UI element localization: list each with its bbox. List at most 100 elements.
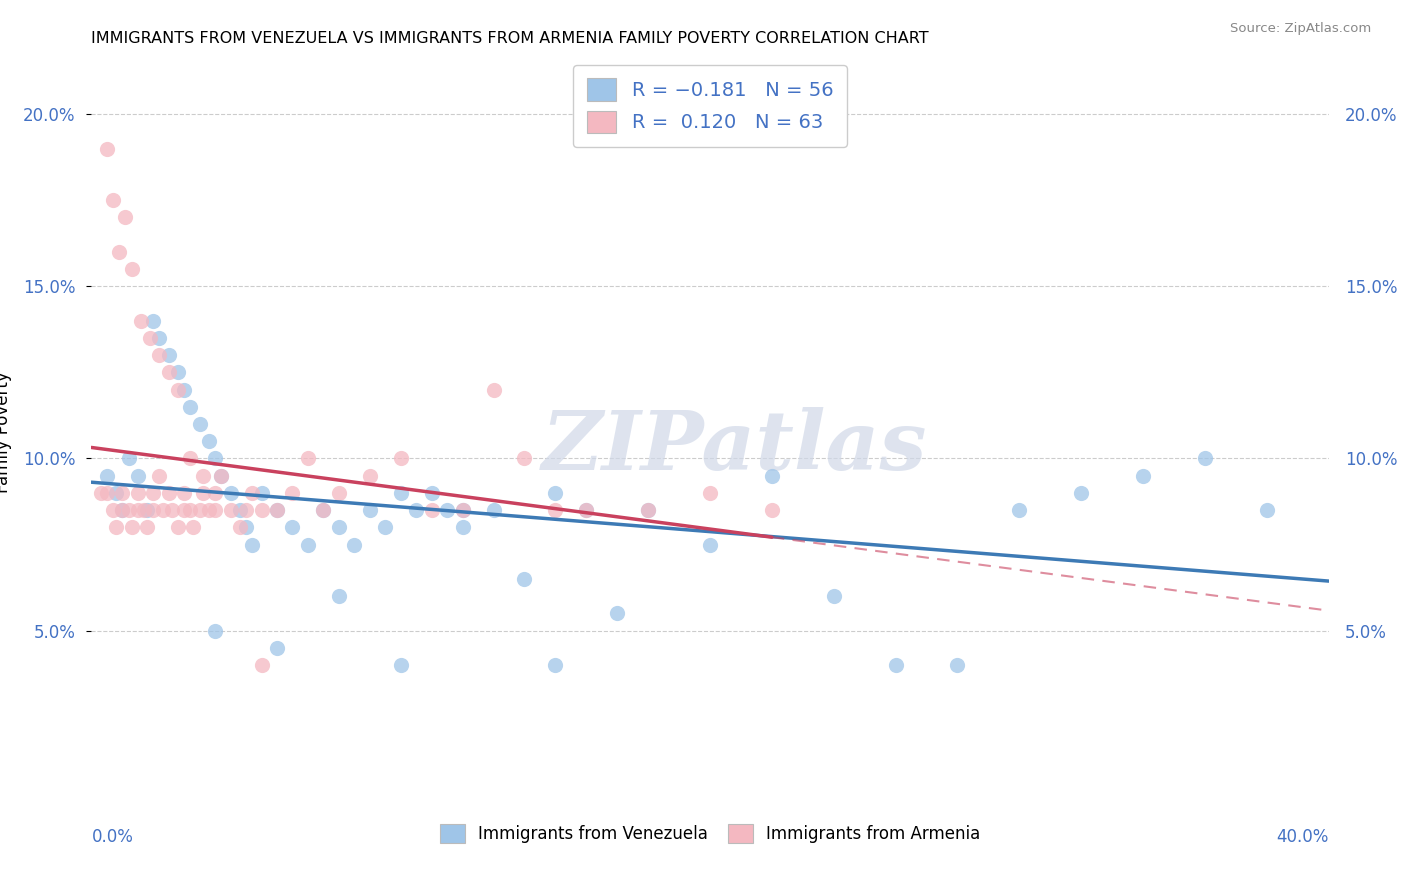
- Point: [183, 520, 205, 534]
- Point: [167, 383, 190, 397]
- Point: [160, 503, 183, 517]
- Point: [188, 417, 211, 431]
- Point: [117, 503, 139, 517]
- Point: [111, 486, 134, 500]
- Point: [142, 503, 165, 517]
- Point: [191, 486, 214, 500]
- Point: [90, 486, 112, 500]
- Point: [129, 314, 152, 328]
- Point: [436, 503, 458, 517]
- Point: [281, 486, 304, 500]
- Point: [699, 486, 721, 500]
- Text: IMMIGRANTS FROM VENEZUELA VS IMMIGRANTS FROM ARMENIA FAMILY POVERTY CORRELATION : IMMIGRANTS FROM VENEZUELA VS IMMIGRANTS …: [91, 31, 929, 46]
- Point: [101, 193, 124, 207]
- Point: [250, 503, 273, 517]
- Point: [405, 503, 427, 517]
- Point: [96, 468, 118, 483]
- Point: [513, 451, 536, 466]
- Point: [266, 640, 288, 655]
- Point: [142, 486, 165, 500]
- Point: [191, 468, 214, 483]
- Point: [451, 503, 474, 517]
- Point: [297, 537, 319, 551]
- Point: [420, 486, 443, 500]
- Point: [219, 503, 242, 517]
- Point: [179, 400, 201, 414]
- Point: [250, 486, 273, 500]
- Point: [121, 262, 143, 277]
- Point: [152, 503, 174, 517]
- Point: [132, 503, 155, 517]
- Point: [173, 503, 195, 517]
- Point: [117, 451, 139, 466]
- Point: [157, 365, 180, 379]
- Point: [544, 503, 567, 517]
- Point: [884, 658, 907, 673]
- Point: [575, 503, 598, 517]
- Point: [167, 520, 190, 534]
- Point: [188, 503, 211, 517]
- Point: [328, 520, 350, 534]
- Point: [606, 607, 628, 621]
- Point: [167, 365, 190, 379]
- Point: [127, 486, 149, 500]
- Point: [136, 520, 159, 534]
- Point: [297, 451, 319, 466]
- Point: [96, 142, 118, 156]
- Point: [157, 486, 180, 500]
- Point: [204, 503, 226, 517]
- Point: [198, 434, 221, 449]
- Point: [575, 503, 598, 517]
- Point: [389, 486, 412, 500]
- Point: [108, 244, 131, 259]
- Point: [240, 537, 263, 551]
- Point: [179, 451, 201, 466]
- Point: [250, 658, 273, 673]
- Point: [374, 520, 396, 534]
- Point: [761, 503, 783, 517]
- Point: [121, 520, 143, 534]
- Point: [111, 503, 134, 517]
- Point: [96, 486, 118, 500]
- Point: [389, 451, 412, 466]
- Point: [198, 503, 221, 517]
- Point: [1132, 468, 1154, 483]
- Point: [139, 331, 162, 345]
- Point: [1070, 486, 1092, 500]
- Point: [328, 486, 350, 500]
- Point: [111, 503, 134, 517]
- Point: [513, 572, 536, 586]
- Point: [142, 314, 165, 328]
- Point: [204, 486, 226, 500]
- Point: [946, 658, 969, 673]
- Point: [1194, 451, 1216, 466]
- Point: [114, 211, 136, 225]
- Point: [173, 383, 195, 397]
- Point: [637, 503, 659, 517]
- Point: [101, 503, 124, 517]
- Y-axis label: Family Poverty: Family Poverty: [0, 372, 11, 493]
- Point: [240, 486, 263, 500]
- Point: [148, 468, 170, 483]
- Point: [219, 486, 242, 500]
- Point: [359, 503, 381, 517]
- Point: [544, 486, 567, 500]
- Point: [148, 331, 170, 345]
- Point: [1256, 503, 1278, 517]
- Point: [389, 658, 412, 673]
- Point: [699, 537, 721, 551]
- Point: [127, 503, 149, 517]
- Point: [136, 503, 159, 517]
- Point: [105, 486, 128, 500]
- Point: [235, 520, 257, 534]
- Point: [209, 468, 232, 483]
- Point: [451, 503, 474, 517]
- Point: [179, 503, 201, 517]
- Point: [229, 520, 252, 534]
- Point: [266, 503, 288, 517]
- Point: [281, 520, 304, 534]
- Point: [148, 348, 170, 362]
- Point: [451, 520, 474, 534]
- Point: [359, 468, 381, 483]
- Point: [105, 520, 128, 534]
